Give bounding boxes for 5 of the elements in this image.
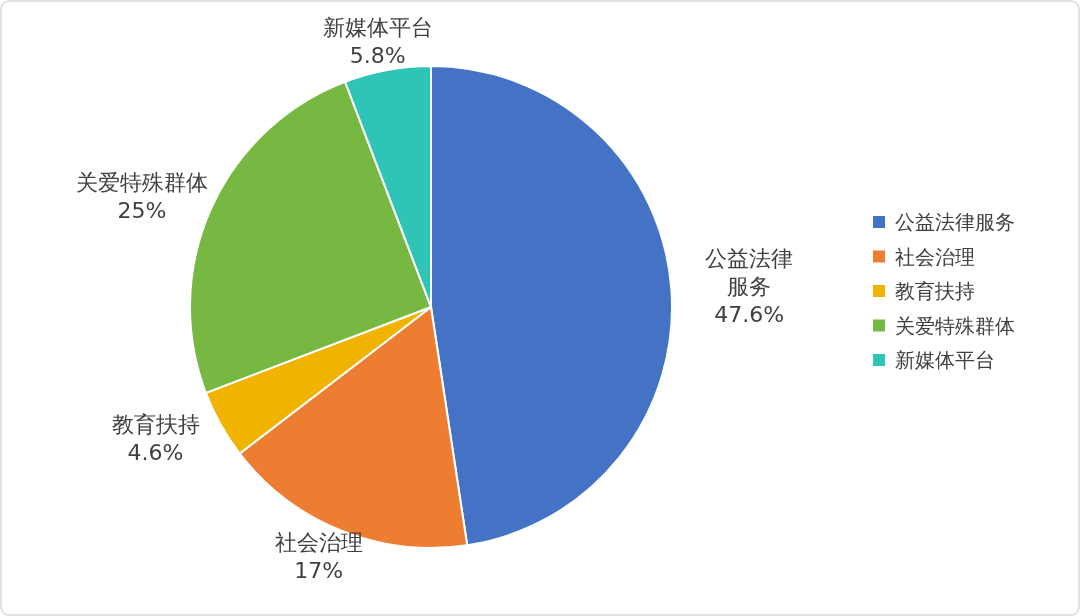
legend-label: 教育扶持 xyxy=(895,279,975,303)
legend-label: 公益法律服务 xyxy=(895,210,1015,234)
legend-label: 关爱特殊群体 xyxy=(895,313,1015,338)
legend-label: 社会治理 xyxy=(895,244,975,269)
legend-label: 新媒体平台 xyxy=(895,348,995,372)
